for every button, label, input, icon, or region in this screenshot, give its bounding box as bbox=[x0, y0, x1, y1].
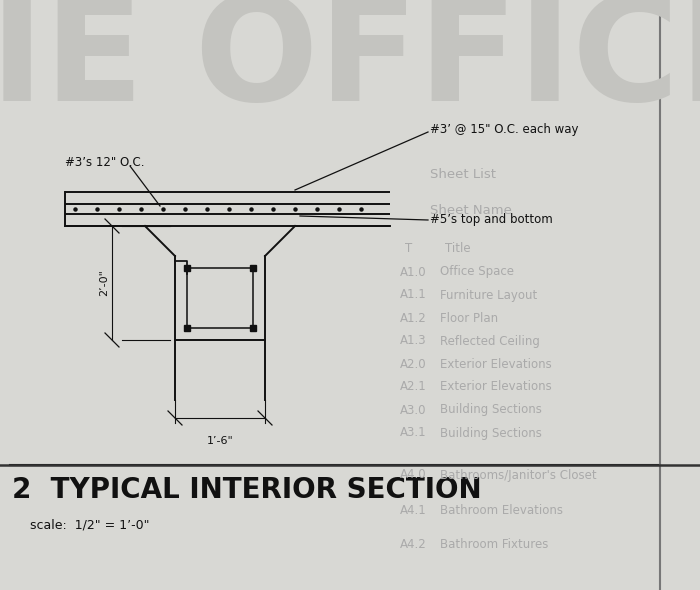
Text: Bathrooms/Janitor's Closet: Bathrooms/Janitor's Closet bbox=[440, 468, 596, 481]
Text: A1.3: A1.3 bbox=[400, 335, 426, 348]
Text: Title: Title bbox=[445, 241, 470, 254]
Text: A4.1: A4.1 bbox=[400, 503, 427, 516]
Text: IE OFFICE: IE OFFICE bbox=[0, 0, 700, 131]
Text: Bathroom Elevations: Bathroom Elevations bbox=[440, 503, 563, 516]
Text: Building Sections: Building Sections bbox=[440, 427, 542, 440]
Text: Exterior Elevations: Exterior Elevations bbox=[440, 358, 552, 371]
Text: #5’s top and bottom: #5’s top and bottom bbox=[430, 214, 553, 227]
Text: Sheet List: Sheet List bbox=[430, 169, 496, 182]
Text: scale:  1/2" = 1’-0": scale: 1/2" = 1’-0" bbox=[30, 519, 150, 532]
Text: Bathroom Fixtures: Bathroom Fixtures bbox=[440, 539, 548, 552]
Text: Building Sections: Building Sections bbox=[440, 404, 542, 417]
Text: A1.1: A1.1 bbox=[400, 289, 427, 301]
Text: 2  TYPICAL INTERIOR SECTION: 2 TYPICAL INTERIOR SECTION bbox=[12, 476, 482, 504]
Text: Sheet Name: Sheet Name bbox=[430, 204, 512, 217]
Text: A1.2: A1.2 bbox=[400, 312, 427, 325]
Text: A2.1: A2.1 bbox=[400, 381, 427, 394]
Text: A3.1: A3.1 bbox=[400, 427, 426, 440]
Text: 2’-0": 2’-0" bbox=[99, 270, 109, 296]
Text: #3’ @ 15" O.C. each way: #3’ @ 15" O.C. each way bbox=[430, 123, 578, 136]
Text: T: T bbox=[405, 241, 412, 254]
Text: A4.2: A4.2 bbox=[400, 539, 427, 552]
Text: Furniture Layout: Furniture Layout bbox=[440, 289, 538, 301]
Text: #3’s 12" O.C.: #3’s 12" O.C. bbox=[65, 156, 144, 169]
Text: 1’-6": 1’-6" bbox=[206, 436, 233, 446]
Text: Reflected Ceiling: Reflected Ceiling bbox=[440, 335, 540, 348]
Text: Office Space: Office Space bbox=[440, 266, 514, 278]
Text: Floor Plan: Floor Plan bbox=[440, 312, 498, 325]
Text: A3.0: A3.0 bbox=[400, 404, 426, 417]
Text: A1.0: A1.0 bbox=[400, 266, 426, 278]
Text: Exterior Elevations: Exterior Elevations bbox=[440, 381, 552, 394]
Text: A4.0: A4.0 bbox=[400, 468, 426, 481]
Text: A2.0: A2.0 bbox=[400, 358, 426, 371]
